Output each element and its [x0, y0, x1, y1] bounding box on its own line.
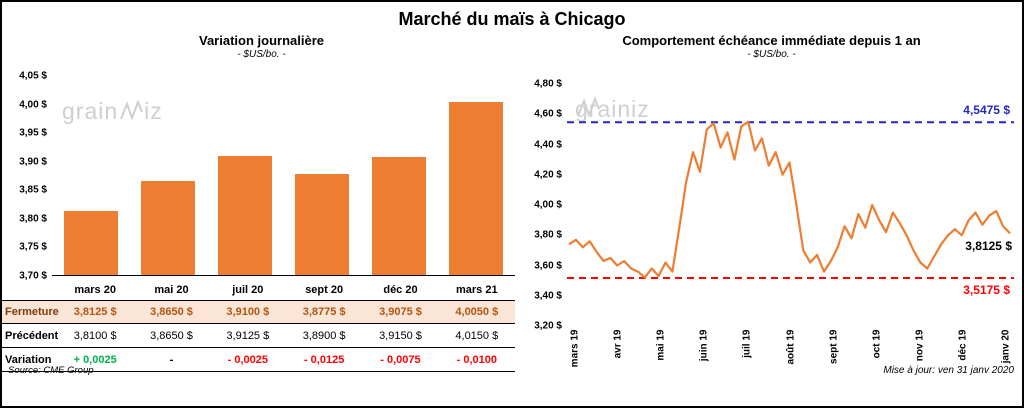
grainwiz-watermark: grain iz [62, 98, 163, 125]
y-tick-label: 4,80 $ [534, 78, 562, 90]
table-cell: - [169, 353, 174, 366]
column-header: sept 20 [305, 283, 344, 296]
row-label: Précédent [5, 329, 59, 342]
y-tick-label: 4,40 $ [534, 139, 562, 150]
y-tick-label: 3,85 $ [19, 184, 47, 196]
x-tick-label: oct 19 [871, 329, 883, 359]
column-header: mars 21 [456, 283, 498, 296]
table-header-row: mars 20 mai 20 juil 20 sept 20 déc 20 mars 21 [2, 279, 515, 300]
column-header: juil 20 [232, 283, 264, 296]
page-title: Marché du maïs à Chicago [398, 9, 626, 29]
y-tick-label: 3,40 $ [534, 290, 562, 302]
column-header: mai 20 [154, 283, 189, 296]
reference-line-label: 3,5175 $ [963, 282, 1010, 297]
x-tick-label: juil 19 [741, 329, 753, 358]
x-tick-label: mars 19 [569, 329, 581, 368]
x-tick-label: mai 19 [655, 329, 667, 361]
right-chart-title: Comportement échéance immédiate depuis 1… [622, 33, 921, 48]
table-cell: 3,8900 $ [302, 329, 346, 342]
right-chart-subtitle: - $US/bo. - [747, 49, 796, 60]
line-chart-canvas [567, 120, 1014, 279]
bar-mars 20 [63, 211, 118, 275]
column-header: déc 20 [383, 283, 418, 296]
bar-sept 20 [295, 174, 350, 275]
zigzag-icon [120, 99, 144, 121]
line-chart-y-axis: 4,80 $ 4,60 $ 4,40 $ 4,20 $ 4,00 $ 3,80 $ 3,60… [521, 79, 567, 332]
line-chart: 4,80 $ 4,60 $ 4,40 $ 4,20 $ 4,00 $ 3,80 $ 3,60… [521, 79, 1014, 332]
last-price-label: 3,8125 $ [965, 239, 1012, 254]
bar-mars 21 [449, 101, 504, 275]
watermark-text: iz [144, 98, 163, 124]
table-row-var: Variation + 0,0025 - - 0,0025 - 0,0125 - 0,00… [2, 348, 515, 372]
bar-chart: 4,05 $ 4,00 $ 3,95 $ 3,90 $ 3,85 $ 3,80 $ 3,75… [2, 71, 515, 282]
table-cell: 3,8650 $ [150, 306, 193, 318]
x-tick-label: avr 19 [612, 329, 624, 359]
table-cell: - 0,0100 [456, 353, 497, 366]
table-cell: 3,8650 $ [150, 329, 193, 342]
row-label: Variation [5, 353, 52, 366]
table-cell: 3,8775 $ [302, 306, 346, 318]
table-cell: 3,8125 $ [73, 306, 117, 318]
y-tick-label: 4,60 $ [534, 108, 562, 120]
bar-juil 20 [217, 155, 272, 275]
panels-container: Variation journalière - $US/bo. - 4,05 $… [2, 30, 1022, 380]
y-tick-label: 3,90 $ [19, 156, 47, 168]
table-cell: + 0,0025 [73, 353, 117, 366]
source-note: Source: CME Group [8, 365, 94, 376]
table-cell: 3,9150 $ [379, 329, 422, 342]
y-tick-label: 3,70 $ [19, 270, 47, 282]
x-tick-label: août 19 [785, 329, 796, 365]
front-month-panel: Comportement échéance immédiate depuis 1… [521, 30, 1022, 380]
table-cell: 3,9125 $ [226, 329, 270, 342]
bar-chart-y-axis: 4,05 $ 4,00 $ 3,95 $ 3,90 $ 3,85 $ 3,80 $ 3,75… [2, 71, 52, 282]
left-chart-subtitle: - $US/bo. - [237, 49, 286, 60]
column-header: mars 20 [74, 283, 116, 296]
table-cell: 3,8100 $ [73, 329, 117, 342]
y-tick-label: 3,80 $ [534, 229, 562, 241]
updated-note: Mise à jour: ven 31 janv 2020 [883, 365, 1014, 376]
y-tick-label: 3,80 $ [19, 213, 47, 225]
table-cell: - 0,0075 [380, 353, 421, 366]
line-chart-plot-area: grain iz 4,5475 $3,5175 $3,8125 $ [567, 84, 1014, 326]
left-chart-title: Variation journalière [199, 33, 324, 48]
table-row-prev: Précédent 3,8100 $ 3,8650 $ 3,9125 $ 3,8900 … [2, 324, 515, 348]
watermark-text: grain [62, 98, 119, 124]
table-cell: 3,9075 $ [379, 306, 422, 318]
x-tick-label: juin 19 [698, 329, 710, 362]
daily-variation-panel: Variation journalière - $US/bo. - 4,05 $… [2, 30, 521, 380]
table-cell: 3,9100 $ [226, 306, 270, 318]
row-label: Fermeture [5, 306, 59, 318]
price-table: mars 20 mai 20 juil 20 sept 20 déc 20 mars 21… [2, 279, 515, 372]
table-cell: 4,0050 $ [455, 306, 499, 318]
y-tick-label: 3,75 $ [19, 241, 47, 253]
bar-chart-plot-area: grain iz [52, 76, 515, 276]
y-tick-label: 4,05 $ [19, 70, 47, 82]
x-tick-label: sept 19 [828, 329, 840, 364]
table-cell: - 0,0025 [227, 353, 268, 366]
y-tick-label: 3,95 $ [19, 127, 47, 139]
bar-mai 20 [140, 181, 195, 275]
bar-déc 20 [372, 157, 427, 275]
table-cell: - 0,0125 [303, 353, 345, 366]
y-tick-label: 3,20 $ [534, 320, 562, 332]
reference-line-label: 4,5475 $ [963, 103, 1010, 118]
y-tick-label: 4,20 $ [534, 169, 562, 181]
table-cell: 4,0150 $ [455, 329, 499, 342]
table-row-close: Fermeture 3,8125 $ 3,8650 $ 3,9100 $ 3,8775 … [2, 300, 515, 324]
y-tick-label: 3,60 $ [534, 260, 562, 271]
y-tick-label: 4,00 $ [534, 199, 562, 211]
price-line [568, 120, 1011, 279]
y-tick-label: 4,00 $ [19, 99, 47, 111]
